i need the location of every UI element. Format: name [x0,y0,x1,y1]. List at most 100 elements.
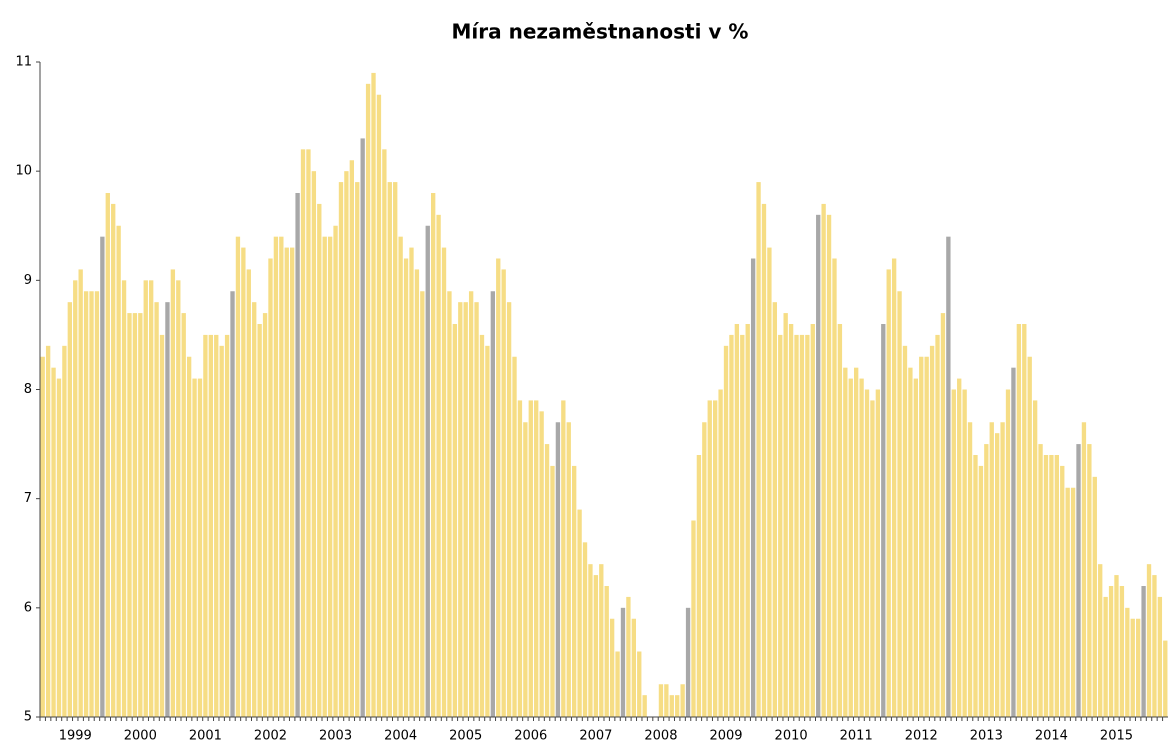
bar [805,334,810,717]
bar [713,400,718,717]
bar [230,291,235,717]
bar [837,324,843,717]
bar [984,444,989,717]
bar [241,247,246,718]
bar [620,607,626,717]
bar [788,324,794,717]
bar [864,389,870,717]
bar [745,324,750,717]
bar [192,378,197,717]
bar [295,193,300,717]
x-tick-label: 2013 [970,729,1003,744]
x-tick-label: 2003 [319,729,352,744]
bar [78,269,83,717]
bar [989,422,994,717]
bar [176,280,181,717]
bar [995,433,1000,717]
bar [62,345,67,717]
bar [431,193,436,717]
bar [555,422,561,717]
bar [946,236,951,717]
bar [913,378,918,717]
bar [940,313,946,717]
bar [349,160,354,717]
bar [799,334,805,717]
x-tick-label: 2007 [579,729,612,744]
bar [1027,356,1032,717]
bar [121,280,127,717]
bar [1054,455,1059,717]
x-tick-label: 2008 [644,729,677,744]
bar [1125,607,1130,717]
bar [393,182,398,718]
bar [83,291,89,717]
bar [365,83,371,718]
chart-title: Míra nezaměstnanosti v % [452,20,749,44]
bar [897,291,902,717]
y-tick-label: 11 [15,55,32,70]
bar [51,367,56,717]
bar [588,564,593,717]
x-tick-label: 2000 [124,729,157,744]
bar [441,247,447,718]
bar [186,356,192,717]
x-tick-label: 2004 [384,729,417,744]
bar [631,618,636,717]
bar [403,258,409,717]
bar [1022,324,1027,717]
bar [235,236,241,717]
bar [398,236,403,717]
bar [409,247,414,718]
bar [761,203,767,717]
bar [474,302,479,717]
bar [203,334,208,717]
bar [165,302,170,717]
bar [794,334,799,717]
bar [599,564,604,717]
bar [468,291,474,717]
bar [138,313,143,717]
bar [105,193,110,717]
bar [1119,586,1125,717]
bar [1032,400,1038,717]
bar [772,302,777,717]
bar [707,400,712,717]
bar [40,356,45,717]
bar [609,618,615,717]
bar [290,247,295,718]
bar [181,313,186,717]
x-tick-label: 2002 [254,729,287,744]
bar [1070,487,1076,717]
bar [333,225,338,717]
bar [420,291,425,717]
bar [848,378,853,717]
bar [859,378,864,717]
bar [881,324,886,717]
bar [561,400,566,717]
bar [1130,618,1135,717]
bar [355,182,360,718]
bar [832,258,837,717]
bar [458,302,463,717]
x-tick-label: 2012 [905,729,938,744]
bar [951,389,956,717]
bar [73,280,78,717]
bar [658,684,664,717]
bar [626,596,631,717]
x-tick-label: 2014 [1035,729,1068,744]
bar [973,455,978,717]
bar [485,345,490,717]
bar [517,400,523,717]
bar [322,236,327,717]
bar [902,345,908,717]
bar [496,258,501,717]
bar [843,367,848,717]
bar [854,367,859,717]
bar [870,400,875,717]
y-tick-label: 10 [15,164,32,179]
bar [116,225,121,717]
bar [750,258,756,717]
bar [338,182,344,718]
bar [56,378,62,717]
bar [306,149,311,718]
